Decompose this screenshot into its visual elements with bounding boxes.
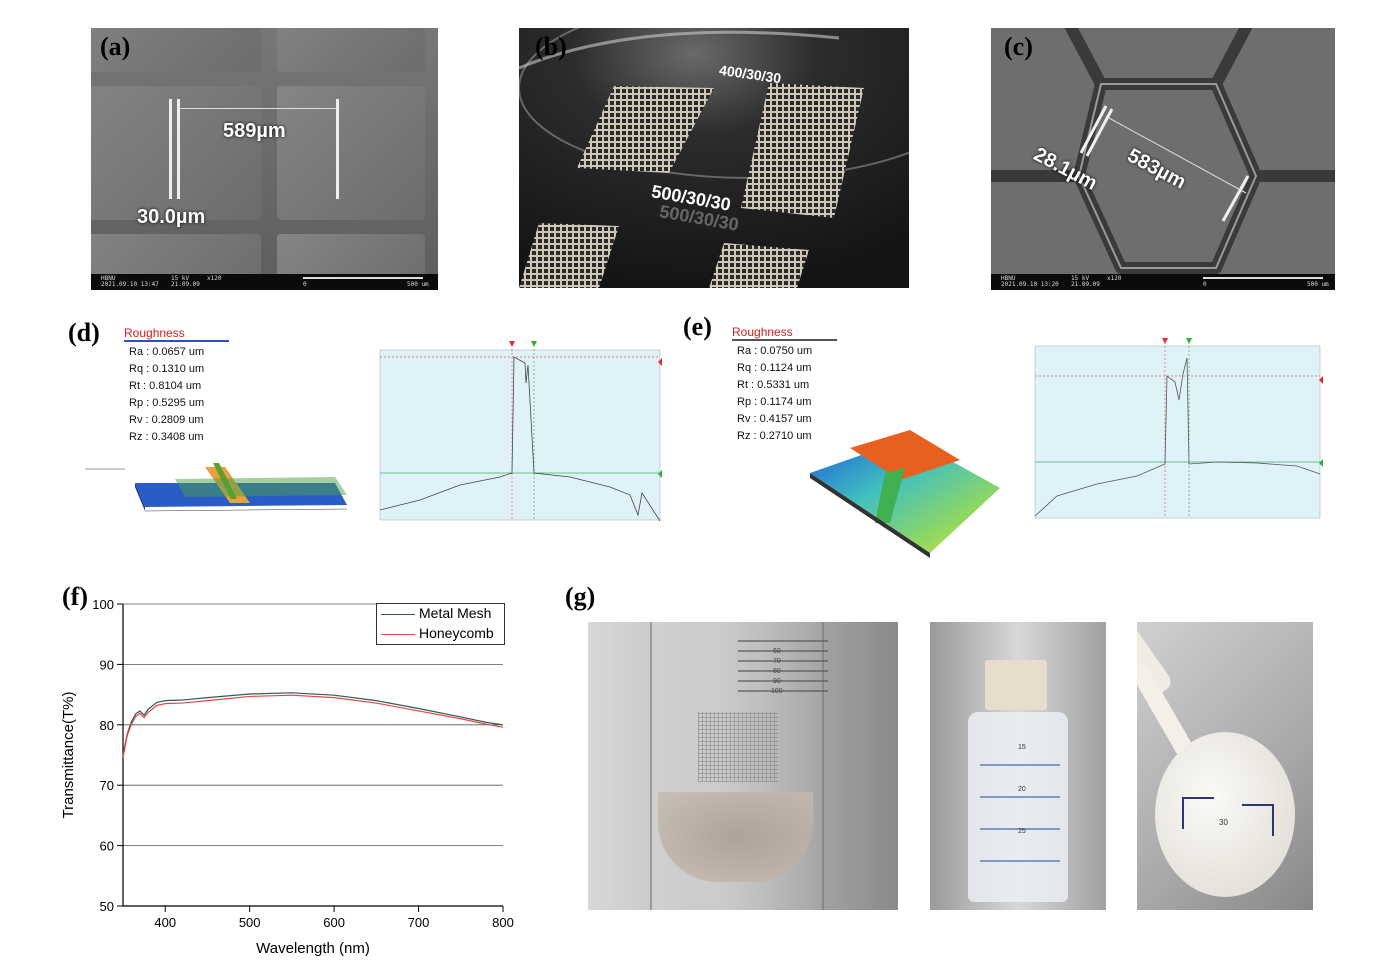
label-a: (a) (100, 32, 131, 61)
x-tick-label: 400 (154, 915, 176, 930)
roughness-rq: Rq : 0.1310 um (129, 363, 205, 375)
x-tick-label: 800 (492, 915, 514, 930)
photo-vial: 15 20 25 (930, 622, 1106, 910)
legend-swatch-metal-mesh (381, 614, 415, 615)
y-tick-label: 90 (100, 657, 114, 672)
surface-3d-d (85, 463, 348, 512)
y-tick-label: 80 (100, 718, 114, 733)
tube-mark: 70 (773, 658, 781, 665)
label-g: (g) (565, 582, 596, 611)
chart-legend: Metal Mesh Honeycomb (376, 603, 505, 645)
vial-mark: 20 (1018, 786, 1026, 793)
measure-line (169, 99, 172, 199)
roughness-rp: Rp : 0.5295 um (129, 397, 205, 409)
measure-line (336, 99, 339, 199)
x-tick-label: 700 (408, 915, 430, 930)
panel-c-sem-image: 28.1µm 583µm HBNU 2021.09.10 13:20 15 kV… (991, 28, 1335, 290)
tube-mark: 60 (773, 648, 781, 655)
scale-bar (1203, 277, 1323, 279)
roughness-title: Roughness (124, 326, 185, 340)
label-d: (d) (68, 318, 100, 347)
label-e: (e) (683, 312, 712, 341)
roughness-title: Roughness (732, 325, 793, 339)
sem-info-bar: HBNU 2021.09.10 13:20 15 kV 21.09.09 x12… (991, 274, 1335, 290)
roughness-ra: Ra : 0.0657 um (129, 346, 205, 358)
roughness-box-d: Roughness Ra : 0.0657 um Rq : 0.1310 um … (124, 326, 234, 446)
roughness-box-e: Roughness Ra : 0.0750 um Rq : 0.1124 um … (732, 325, 842, 445)
photo-test-tube: 60 70 80 90 100 (588, 622, 898, 910)
y-tick-label: 60 (100, 839, 114, 854)
vial-mark: 25 (1018, 828, 1026, 835)
photo-spoon: 30 (1137, 622, 1313, 910)
sem-info-bar: HBNU 2021.09.10 13:47 15 kV 21.09.09 x12… (91, 274, 438, 290)
transmittance-chart: 50 60 70 80 90 100 400 500 600 700 800 Wavelength … (60, 597, 514, 957)
honeycomb-illustration (991, 28, 1335, 274)
petri-dish-illustration (519, 28, 909, 288)
width-measure: 589µm (223, 120, 286, 142)
profile-chart-d (360, 325, 665, 545)
measure-line (177, 99, 180, 199)
y-axis-label: Transmittance(T%) (60, 692, 77, 819)
surface-3d-e (810, 430, 1000, 558)
panel-b-photo: 400/30/30 500/30/30 500/30/30 (519, 28, 909, 288)
roughness-rt: Rt : 0.8104 um (129, 380, 202, 392)
vial-mark: 15 (1018, 744, 1026, 751)
measure-line (179, 108, 337, 109)
legend-label-metal-mesh: Metal Mesh (419, 605, 492, 621)
tube-mark: 80 (773, 668, 781, 675)
line-measure: 30.0µm (137, 206, 206, 228)
legend-label-honeycomb: Honeycomb (419, 625, 494, 641)
legend-swatch-honeycomb (381, 634, 415, 635)
roughness-rv: Rv : 0.2809 um (129, 414, 204, 426)
profile-chart-e (1017, 324, 1335, 546)
roughness-rz: Rz : 0.2710 um (737, 430, 812, 442)
x-tick-label: 500 (239, 915, 261, 930)
series-line-metal-mesh (122, 692, 504, 756)
y-tick-label: 100 (92, 597, 114, 612)
label-f: (f) (62, 582, 88, 611)
y-tick-label: 70 (100, 778, 114, 793)
tube-mark: 100 (771, 688, 783, 695)
roughness-ra: Ra : 0.0750 um (737, 345, 813, 357)
series-line-honeycomb (122, 694, 504, 758)
y-tick-label: 50 (100, 899, 114, 914)
label-b: (b) (535, 32, 567, 61)
x-tick-label: 600 (323, 915, 345, 930)
panel-a-sem-image: 589µm 30.0µm HBNU 2021.09.10 13:47 15 kV… (91, 28, 438, 290)
tube-mark: 90 (773, 678, 781, 685)
x-axis-label: Wavelength (nm) (256, 940, 370, 957)
spoon-mark: 30 (1219, 818, 1228, 827)
scale-bar (303, 277, 423, 279)
roughness-rt: Rt : 0.5331 um (737, 379, 810, 391)
roughness-rq: Rq : 0.1124 um (737, 362, 812, 374)
roughness-rz: Rz : 0.3408 um (129, 431, 204, 443)
roughness-rv: Rv : 0.4157 um (737, 413, 812, 425)
label-c: (c) (1004, 32, 1033, 61)
roughness-rp: Rp : 0.1174 um (737, 396, 812, 408)
